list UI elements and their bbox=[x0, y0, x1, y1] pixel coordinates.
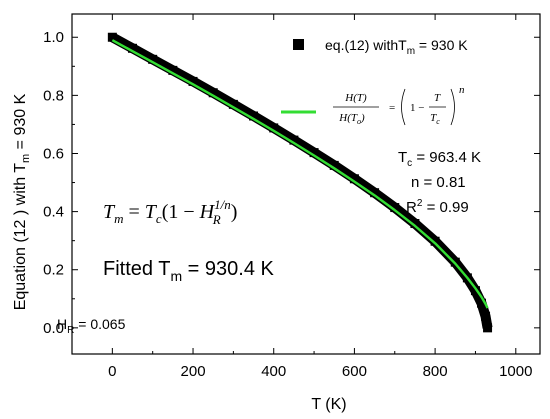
legend: eq.(12) withTm = 930 K H(T) H(To) = 1 − … bbox=[281, 37, 468, 126]
series-eq12-point bbox=[349, 174, 359, 184]
series-eq12-point bbox=[470, 286, 480, 296]
series-fit-line bbox=[111, 39, 489, 309]
series-eq12-point bbox=[269, 123, 279, 133]
series-eq12-point bbox=[208, 88, 218, 98]
series-eq12-point bbox=[483, 323, 493, 333]
series-eq12-point bbox=[289, 135, 299, 145]
series-eq12-point bbox=[168, 65, 178, 75]
series-eq12-point bbox=[249, 111, 259, 121]
x-tick-label: 200 bbox=[181, 363, 206, 380]
series-eq12-point bbox=[309, 148, 319, 158]
series-eq12-point bbox=[128, 43, 138, 53]
annotation-hr: HR = 0.065 bbox=[57, 316, 126, 336]
series-eq12-point bbox=[370, 188, 380, 198]
series-eq12-point bbox=[481, 311, 491, 321]
x-tick-label: 1000 bbox=[499, 363, 532, 380]
svg-text:H(T): H(T) bbox=[344, 92, 367, 104]
x-tick-label: 600 bbox=[342, 363, 367, 380]
plot-frame bbox=[71, 13, 541, 355]
annotation-fitted-tm: Fitted Tm = 930.4 K bbox=[103, 258, 275, 284]
annotation-r2: R2 = 0.99 bbox=[406, 198, 469, 216]
y-axis-label: Equation (12 ) with Tm = 930 K bbox=[12, 93, 32, 310]
annotation-tm-formula: Tm = Tc(1 − H1/n R) bbox=[103, 197, 237, 227]
axes: 0 200 400 600 800 1000 0.0 0.2 0.4 0.6 0.8 1.0 bbox=[43, 13, 541, 380]
x-tick-label: 400 bbox=[261, 363, 286, 380]
y-tick-label: 0.8 bbox=[43, 87, 64, 104]
legend-label-fit-formula: H(T) H(To) = 1 − T Tc n bbox=[333, 84, 465, 126]
svg-text:Tc: Tc bbox=[430, 112, 440, 126]
svg-text:T: T bbox=[434, 92, 441, 104]
x-axis-label: T (K) bbox=[311, 396, 346, 413]
series-eq12-point bbox=[228, 99, 238, 109]
plot-area bbox=[107, 32, 493, 333]
legend-label-eq12: eq.(12) withTm = 930 K bbox=[325, 37, 468, 57]
series-eq12-point bbox=[329, 160, 339, 170]
annotation-tc: Tc = 963.4 K bbox=[398, 149, 481, 169]
series-eq12-point bbox=[477, 298, 486, 308]
legend-marker-eq12 bbox=[293, 39, 304, 50]
x-tick-label: 800 bbox=[423, 363, 448, 380]
x-tick-label: 0 bbox=[108, 363, 116, 380]
y-tick-label: 0.4 bbox=[43, 204, 64, 221]
svg-text:=: = bbox=[389, 102, 395, 114]
y-tick-label: 0.0 bbox=[43, 320, 64, 337]
y-tick-label: 0.2 bbox=[43, 262, 64, 279]
series-eq12-point bbox=[430, 236, 440, 246]
series-eq12-point bbox=[107, 32, 117, 42]
series-eq12-point bbox=[390, 203, 400, 213]
y-tick-label: 0.6 bbox=[43, 145, 64, 162]
series-eq12-point bbox=[148, 54, 158, 64]
svg-text:n: n bbox=[459, 84, 465, 96]
y-tick-label: 1.0 bbox=[43, 29, 64, 46]
annotation-n: n = 0.81 bbox=[411, 174, 466, 191]
series-eq12-point bbox=[188, 76, 198, 86]
svg-text:H(To): H(To) bbox=[338, 112, 365, 126]
series-eq12-point bbox=[410, 219, 420, 229]
svg-text:1 −: 1 − bbox=[410, 102, 424, 114]
